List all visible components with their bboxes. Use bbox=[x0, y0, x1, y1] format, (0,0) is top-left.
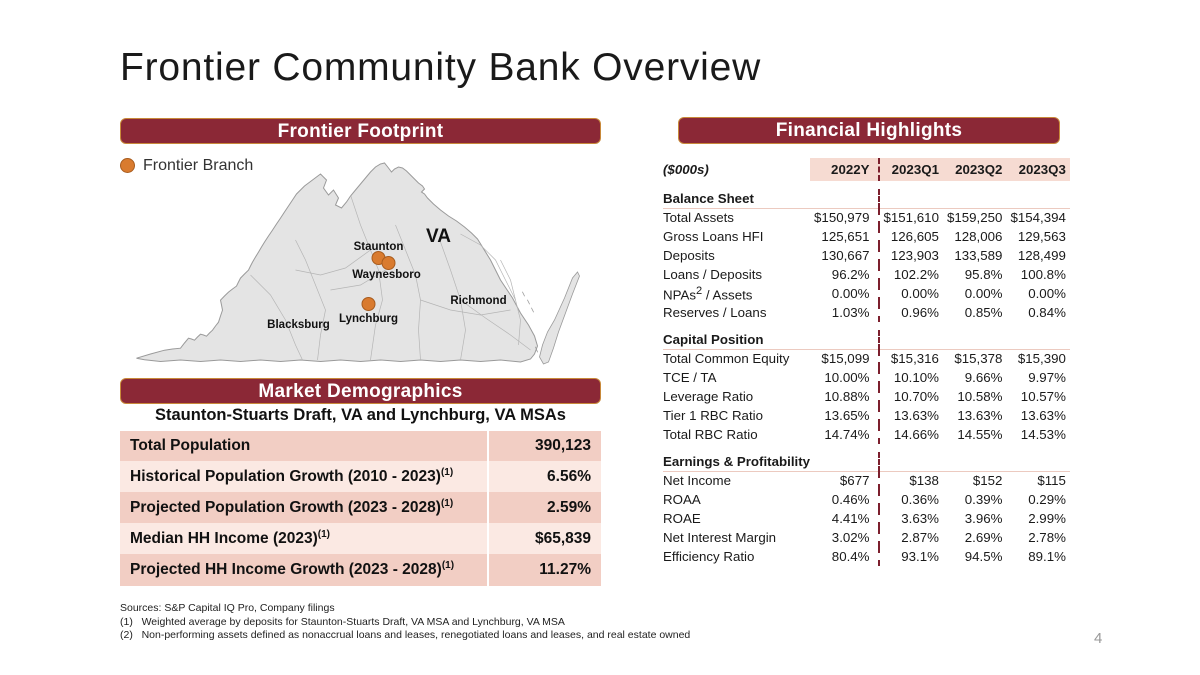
svg-text:Waynesboro: Waynesboro bbox=[352, 269, 421, 281]
svg-text:VA: VA bbox=[426, 226, 451, 247]
svg-text:Blacksburg: Blacksburg bbox=[267, 319, 330, 331]
svg-text:Richmond: Richmond bbox=[450, 295, 506, 307]
svg-text:Staunton: Staunton bbox=[354, 241, 404, 253]
svg-text:Lynchburg: Lynchburg bbox=[339, 313, 398, 325]
